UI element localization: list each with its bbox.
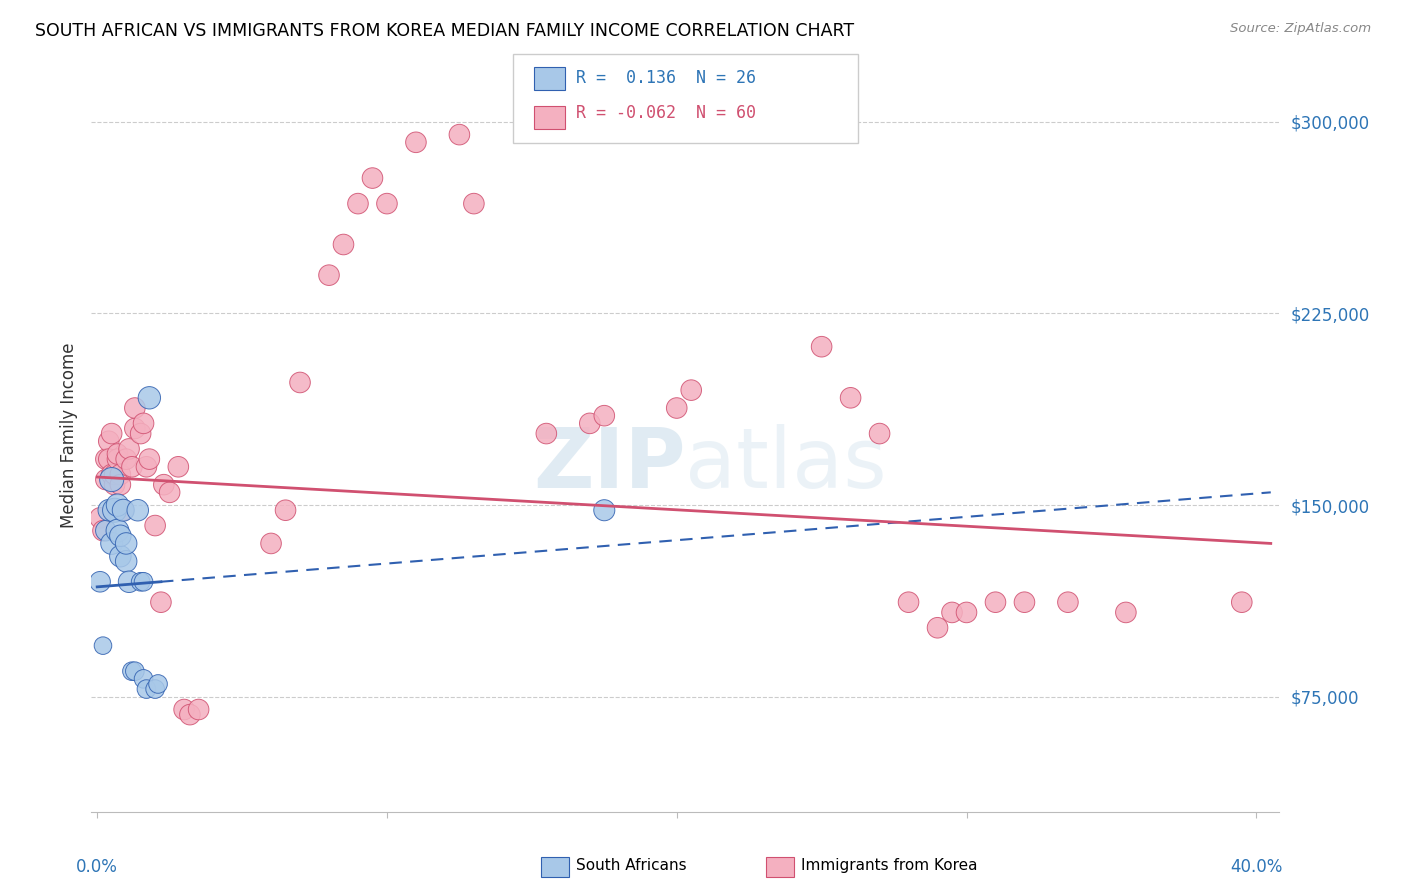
Point <box>100 467 122 482</box>
Point <box>941 606 963 620</box>
Text: atlas: atlas <box>685 425 887 506</box>
Text: 0.0%: 0.0% <box>76 858 118 876</box>
Point <box>129 574 152 589</box>
Point <box>129 426 152 441</box>
Point <box>1014 595 1036 609</box>
Point <box>463 196 485 211</box>
Point <box>112 503 135 517</box>
Point <box>149 595 172 609</box>
Point <box>94 524 117 538</box>
Point <box>110 529 132 543</box>
Point <box>121 664 143 678</box>
Point <box>288 376 311 390</box>
Point <box>869 426 891 441</box>
Point <box>143 682 166 697</box>
Point <box>91 639 114 653</box>
Point <box>103 503 125 517</box>
Point <box>927 621 949 635</box>
Point <box>100 426 122 441</box>
Point <box>118 574 141 589</box>
Point <box>124 421 146 435</box>
Point <box>665 401 688 415</box>
Point <box>153 477 176 491</box>
Text: SOUTH AFRICAN VS IMMIGRANTS FROM KOREA MEDIAN FAMILY INCOME CORRELATION CHART: SOUTH AFRICAN VS IMMIGRANTS FROM KOREA M… <box>35 22 855 40</box>
Text: ZIP: ZIP <box>533 425 685 506</box>
Text: Immigrants from Korea: Immigrants from Korea <box>801 858 979 872</box>
Point <box>103 477 125 491</box>
Point <box>107 524 129 538</box>
Point <box>135 459 157 474</box>
Point <box>578 417 600 431</box>
Point <box>449 128 471 142</box>
Point <box>127 503 149 517</box>
Point <box>681 383 703 397</box>
Point <box>118 442 141 456</box>
Point <box>89 511 111 525</box>
Point <box>110 477 132 491</box>
Point <box>115 452 138 467</box>
Point <box>100 473 122 487</box>
Point <box>115 554 138 568</box>
Point <box>173 702 195 716</box>
Point <box>143 518 166 533</box>
Point <box>274 503 297 517</box>
Point <box>536 426 558 441</box>
Point <box>97 503 120 517</box>
Point <box>955 606 977 620</box>
Point <box>159 485 181 500</box>
Point <box>1115 606 1137 620</box>
Point <box>361 171 384 186</box>
Point <box>97 434 120 449</box>
Point <box>132 574 155 589</box>
Point <box>593 409 616 423</box>
Text: South Africans: South Africans <box>576 858 688 872</box>
Point <box>89 574 111 589</box>
Point <box>839 391 862 405</box>
Point <box>124 401 146 415</box>
Point <box>115 536 138 550</box>
Point <box>112 503 135 517</box>
Point <box>124 664 146 678</box>
Point <box>1230 595 1253 609</box>
Point <box>110 467 132 482</box>
Point <box>984 595 1007 609</box>
Point <box>1057 595 1080 609</box>
Point <box>94 452 117 467</box>
Point <box>347 196 370 211</box>
Point <box>91 524 114 538</box>
Text: Source: ZipAtlas.com: Source: ZipAtlas.com <box>1230 22 1371 36</box>
Point <box>107 498 129 512</box>
Point <box>110 549 132 564</box>
Point <box>375 196 398 211</box>
Point <box>94 473 117 487</box>
Point <box>97 452 120 467</box>
Point <box>179 707 201 722</box>
Point <box>810 340 832 354</box>
Point <box>187 702 209 716</box>
Point <box>135 682 157 697</box>
Point <box>132 417 155 431</box>
Point <box>107 447 129 461</box>
Point <box>167 459 190 474</box>
Point <box>132 672 155 686</box>
Point <box>138 452 160 467</box>
Point <box>260 536 283 550</box>
Point <box>318 268 340 282</box>
Point <box>593 503 616 517</box>
Point <box>332 237 354 252</box>
Point <box>103 467 125 482</box>
Text: R =  0.136  N = 26: R = 0.136 N = 26 <box>576 70 756 87</box>
Point <box>100 536 122 550</box>
Text: 40.0%: 40.0% <box>1230 858 1282 876</box>
Point <box>121 459 143 474</box>
Y-axis label: Median Family Income: Median Family Income <box>59 343 77 527</box>
Point <box>146 677 169 691</box>
Text: R = -0.062  N = 60: R = -0.062 N = 60 <box>576 104 756 122</box>
Point <box>107 452 129 467</box>
Point <box>897 595 920 609</box>
Point <box>138 391 160 405</box>
Point <box>405 136 427 150</box>
